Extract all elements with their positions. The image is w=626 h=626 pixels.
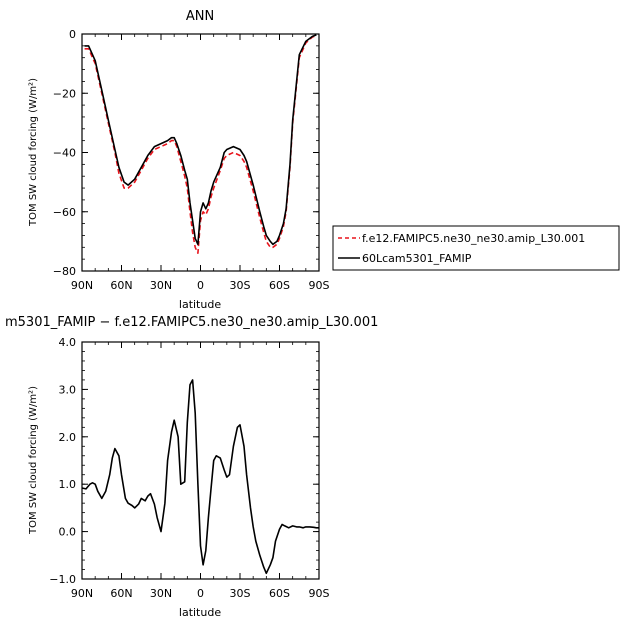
bottom-x-tick-label: 60N [110,587,132,600]
top-y-tick-label: −60 [53,206,76,219]
bottom-y-axis-label: TOM SW cloud forcing (W/m²) [28,386,39,535]
bottom-x-tick-label: 90N [71,587,93,600]
bottom-x-ticks: 90N 60N 30N 0 30S 60S 90S [71,342,330,600]
top-y-tick-label: −20 [53,87,76,100]
top-series-line-1 [84,34,317,254]
bottom-x-tick-label: 90S [309,587,330,600]
top-chart-title: ANN [186,9,214,24]
bottom-panel: m5301_FAMIP − f.e12.FAMIPC5.ne30_ne30.am… [5,315,378,619]
top-y-tick-label: 0 [69,28,76,41]
bottom-y-ticks: −1.0 0.0 1.0 2.0 3.0 4.0 [49,336,319,586]
top-x-tick-label: 60N [110,279,132,292]
bottom-series-group [81,379,319,575]
bottom-chart-title: m5301_FAMIP − f.e12.FAMIPC5.ne30_ne30.am… [5,315,378,330]
top-y-axis-label: TOM SW cloud forcing (W/m²) [28,78,39,227]
top-y-tick-label: −80 [53,265,76,278]
bottom-x-tick-label: 30N [150,587,172,600]
legend-label-series-1: f.e12.FAMIPC5.ne30_ne30.amip_L30.001 [362,232,585,245]
top-series-group [84,34,317,254]
top-x-axis-label: latitude [179,298,221,311]
top-x-tick-label: 90N [71,279,93,292]
legend: f.e12.FAMIPC5.ne30_ne30.amip_L30.001 60L… [332,225,620,271]
top-y-ticks: −80 −60 −40 −20 0 [53,28,319,278]
top-x-tick-label: 30N [150,279,172,292]
bottom-x-tick-label: 60S [269,587,290,600]
top-y-tick-label: −40 [53,147,76,160]
bottom-y-tick-label: 0.0 [59,526,77,539]
bottom-x-axis-label: latitude [179,606,221,619]
bottom-y-tick-label: 1.0 [59,478,77,491]
bottom-y-tick-label: 2.0 [59,431,77,444]
bottom-y-tick-label: 3.0 [59,383,77,396]
legend-box [332,225,620,271]
bottom-y-tick-label: 4.0 [59,336,77,349]
bottom-x-tick-label: 30S [230,587,251,600]
top-x-tick-label: 0 [197,279,204,292]
legend-label-series-2: 60Lcam5301_FAMIP [362,252,472,265]
top-x-tick-label: 30S [230,279,251,292]
top-x-tick-label: 60S [269,279,290,292]
bottom-series-line-1 [81,379,319,575]
top-plot-frame [81,33,320,272]
top-series-line-2 [84,34,317,246]
bottom-x-tick-label: 0 [197,587,204,600]
top-x-tick-label: 90S [309,279,330,292]
top-panel: ANN 90N 60N 30N 0 30S 60S 90S −80 −60 −40 −20 0 TO… [28,9,330,311]
bottom-y-tick-label: −1.0 [49,573,76,586]
top-x-ticks: 90N 60N 30N 0 30S 60S 90S [71,34,330,292]
